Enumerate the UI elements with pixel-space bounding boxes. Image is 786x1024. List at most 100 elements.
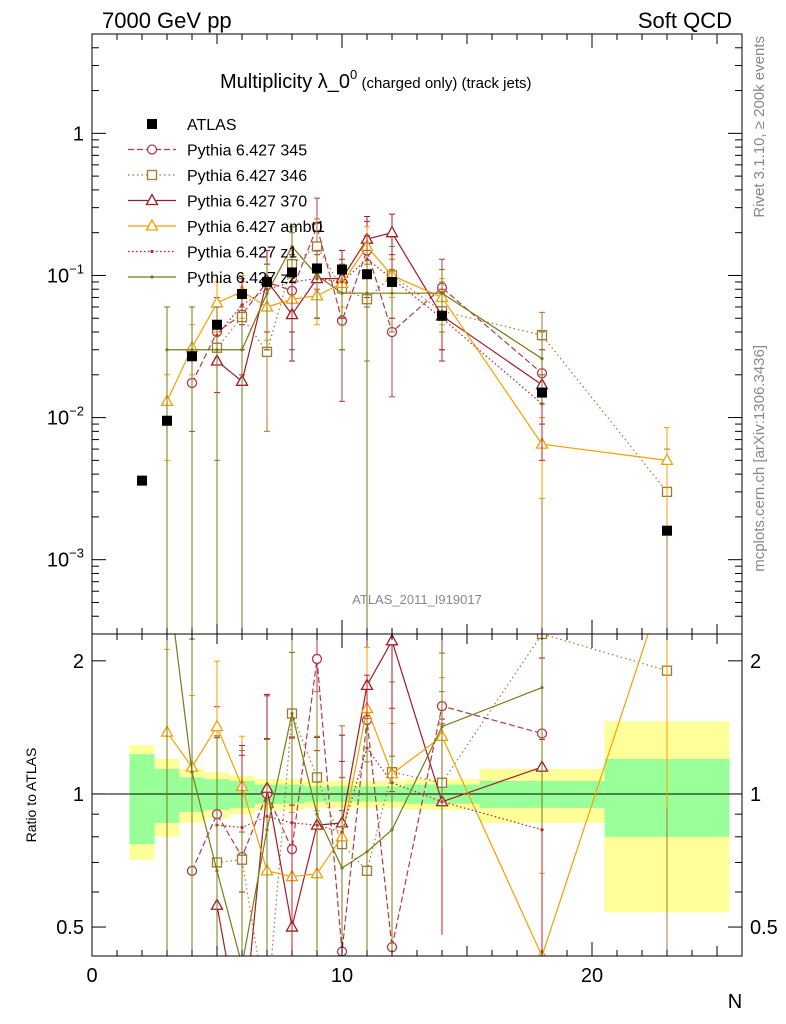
ratio-tick-label-right: 1 [750, 784, 761, 806]
series-z2-point [390, 291, 394, 295]
series-z1-point [240, 303, 244, 307]
series-z2-ratio-point [240, 964, 243, 967]
ratio-tick-label: 0.5 [56, 917, 84, 939]
series-z2-ratio-point [265, 828, 269, 832]
series-370-ratio-line [216, 639, 543, 956]
atlas-point [437, 310, 447, 321]
y-tick-label-exp: −2 [69, 404, 84, 419]
series-layer [160, 197, 674, 1017]
series-z2-point [290, 244, 294, 249]
series-z2-point [165, 348, 169, 352]
series-z2-point [240, 348, 244, 352]
atlas-point [187, 351, 197, 362]
plot-title-sup: 0 [350, 67, 357, 82]
header-right: Soft QCD [638, 8, 732, 33]
atlas-point [537, 387, 547, 398]
atlas-data-layer [137, 263, 672, 536]
series-ambt1-point [660, 453, 674, 466]
series-z1-ratio-line [216, 746, 543, 833]
atlas-point [262, 276, 272, 287]
legend-atlas-marker [147, 119, 157, 129]
legend-z1-label: Pythia 6.427 z1 [187, 245, 297, 262]
series-z2-ratio-point [290, 711, 294, 716]
legend-z1-marker [150, 249, 154, 254]
series-346-ratio-line [216, 634, 668, 956]
series-z2-ratio-point [390, 828, 394, 832]
series-z2-point [365, 291, 369, 295]
series-z2-point [315, 273, 319, 278]
series-z2-ratio-point [315, 812, 319, 816]
series-345-ratio-line [191, 658, 543, 952]
rivet-note: Rivet 3.1.10, ≥ 200k events [751, 36, 768, 218]
x-tick-label: 0 [86, 965, 97, 987]
y-tick-label-exp: −3 [69, 546, 84, 561]
y-tick-label-base: 10 [47, 550, 69, 572]
legend-370-label: Pythia 6.427 370 [187, 194, 307, 211]
atlas-point [362, 269, 372, 280]
series-z1-point [290, 280, 294, 284]
legend: ATLAS Pythia 6.427 345 Pythia 6.427 346 Pyt… [128, 117, 325, 287]
series-370-line [216, 231, 543, 386]
series-z2-point [215, 348, 219, 352]
legend-345-label: Pythia 6.427 345 [187, 143, 307, 160]
series-346-point [311, 241, 323, 252]
legend-ambt1-marker [145, 218, 159, 231]
atlas-point [337, 264, 347, 275]
header-left: 7000 GeV pp [102, 8, 232, 33]
ratio-tick-label-right: 2 [750, 651, 761, 673]
series-z2-ratio-point [540, 685, 544, 690]
series-346-ratio-point [263, 1008, 272, 1017]
y-tick-label-exp: −1 [69, 261, 84, 276]
plot-title-main: Multiplicity λ_0 [220, 71, 350, 93]
y-tick-label: 10−3 [47, 546, 84, 572]
series-370-point [385, 225, 399, 238]
series-z1-ratio-point [240, 825, 244, 830]
series-z2-ratio-point [340, 866, 344, 870]
x-axis-label: N [728, 991, 742, 1013]
mcplots-note: mcplots.cern.ch [arXiv:1306.3436] [751, 345, 768, 572]
atlas-point [312, 263, 322, 274]
x-tick-label: 10 [331, 965, 353, 987]
legend-346-marker [146, 169, 158, 181]
y-tick-label: 10−2 [47, 404, 84, 430]
series-z2-point [340, 291, 344, 295]
series-z2-ratio-point [215, 869, 219, 873]
y-tick-label: 1 [73, 123, 84, 145]
ratio-tick-label: 2 [73, 651, 84, 673]
series-z2-ratio-point [440, 725, 444, 729]
atlas-point [212, 319, 222, 330]
series-z2-line [167, 245, 543, 360]
series-z2-ratio-point [365, 850, 369, 854]
legend-z2-marker [150, 275, 154, 279]
legend-ambt1-label: Pythia 6.427 ambt1 [187, 219, 325, 236]
series-345-ratio-point [311, 653, 323, 665]
legend-atlas-label: ATLAS [187, 117, 237, 134]
plot-title-sub: (charged only) (track jets) [357, 75, 531, 92]
legend-346-label: Pythia 6.427 346 [187, 168, 307, 185]
series-z2-point [540, 356, 544, 361]
y-tick-label: 10−1 [47, 261, 84, 287]
series-z2-point [440, 291, 444, 295]
atlas-point [287, 267, 297, 278]
series-z1-line [216, 258, 543, 405]
x-tick-label: 20 [581, 965, 603, 987]
plot-title: Multiplicity λ_00 (charged only) (track … [220, 67, 532, 93]
ratio-tick-label-right: 0.5 [750, 917, 778, 939]
legend-z2-label: Pythia 6.427 z2 [187, 270, 297, 287]
y-tick-label-base: 10 [47, 265, 69, 287]
legend-345-marker [146, 144, 158, 155]
series-z2-point [265, 291, 269, 295]
series-ambt1-ratio-point [210, 719, 224, 732]
series-345-line [191, 224, 543, 384]
series-ambt1-point [210, 295, 224, 308]
ratio-y-axis-label: Ratio to ATLAS [23, 748, 39, 843]
atlas-point [237, 289, 247, 300]
series-z1-ratio-point [540, 828, 544, 832]
series-z2-ratio-line [174, 634, 543, 956]
band-green [129, 754, 155, 845]
atlas-point [137, 475, 147, 486]
series-z2-ratio [166, 634, 544, 967]
series-z2-ratio-point [190, 770, 194, 774]
